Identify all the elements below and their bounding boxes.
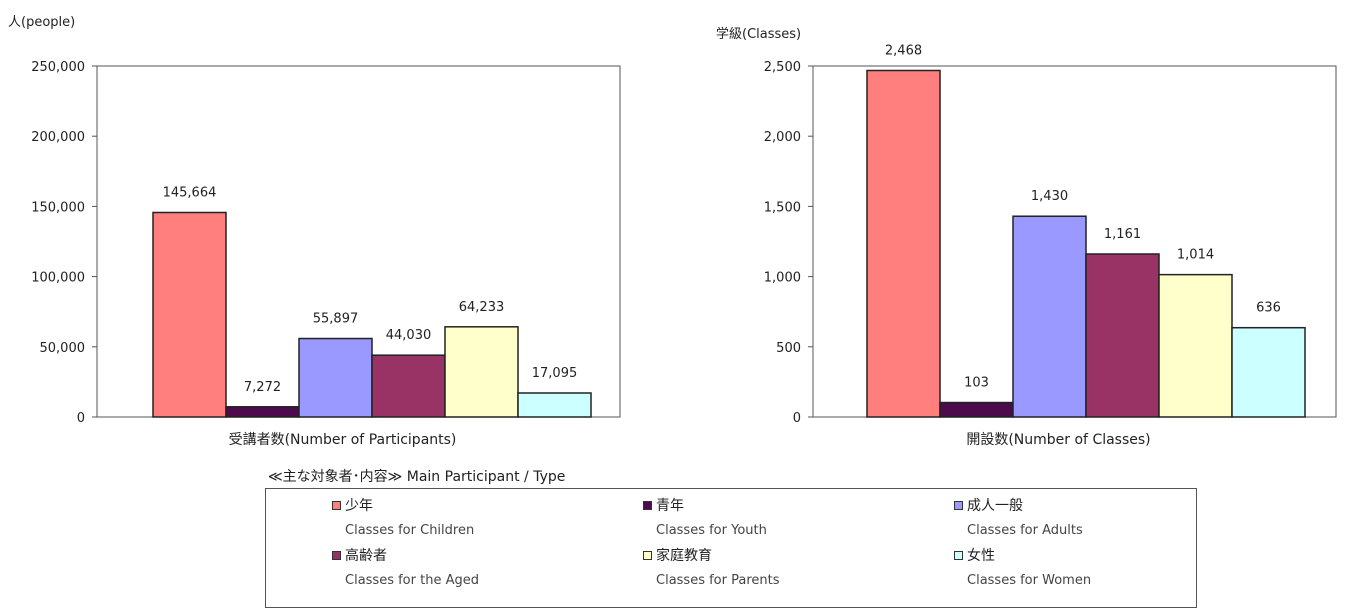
chart-figure: 0 50,000 100,000 150,000 200,000 250,000 人(peo… xyxy=(8,15,1337,608)
data-label: 636 xyxy=(1256,301,1281,316)
bar xyxy=(517,392,592,418)
legend-item: 少年 Classes for Children xyxy=(332,495,592,538)
data-label: 103 xyxy=(964,376,989,391)
bar xyxy=(298,337,373,418)
legend-label-en: Classes for Parents xyxy=(656,573,780,588)
y-tick-label: 50,000 xyxy=(40,341,86,356)
bar xyxy=(1158,273,1233,418)
legend-swatch xyxy=(332,500,341,510)
legend-swatch xyxy=(954,500,963,510)
legend-label-ja: 女性 xyxy=(967,548,995,564)
y-axis-label: 人(people) xyxy=(8,15,75,30)
legend-label-ja: 成人一般 xyxy=(967,498,1023,514)
y-tick-label: 1,000 xyxy=(764,271,801,286)
data-label: 17,095 xyxy=(532,366,578,381)
legend-item: 青年 Classes for Youth xyxy=(643,495,903,538)
legend-label-en: Classes for the Aged xyxy=(345,573,479,588)
y-tick-label: 2,000 xyxy=(764,130,801,145)
y-tick-label: 0 xyxy=(793,411,801,426)
data-label: 1,161 xyxy=(1104,227,1141,242)
y-tick-label: 250,000 xyxy=(31,60,85,75)
y-tick-label: 200,000 xyxy=(31,130,85,145)
bar xyxy=(866,69,941,418)
participants-chart: 0 50,000 100,000 150,000 200,000 250,000 人(peo… xyxy=(8,15,621,448)
classes-chart: 0 500 1,000 1,500 2,000 2,500 学級(Classes) 2,468… xyxy=(716,26,1337,448)
bar xyxy=(152,211,227,418)
y-tick-label: 1,500 xyxy=(764,200,801,215)
y-tick-label: 150,000 xyxy=(31,200,85,215)
legend: 少年 Classes for Children 青年 Classes for Yout… xyxy=(265,488,1197,608)
legend-title: ≪主な対象者･内容≫ Main Participant / Type xyxy=(268,469,566,485)
legend-label-ja: 青年 xyxy=(656,498,684,514)
legend-label-ja: 家庭教育 xyxy=(656,548,712,564)
legend-label-en: Classes for Adults xyxy=(967,523,1083,538)
legend-swatch xyxy=(332,550,341,560)
legend-swatch xyxy=(643,500,652,510)
y-tick-label: 100,000 xyxy=(31,271,85,286)
legend-label-ja: 少年 xyxy=(345,498,373,514)
data-label: 1,430 xyxy=(1031,189,1068,204)
legend-item: 家庭教育 Classes for Parents xyxy=(643,545,903,588)
bar xyxy=(444,326,519,418)
legend-swatch xyxy=(643,550,652,560)
bar xyxy=(371,354,446,418)
data-label: 2,468 xyxy=(885,43,922,58)
data-label: 7,272 xyxy=(244,380,281,395)
bar xyxy=(939,401,1014,418)
data-label: 44,030 xyxy=(386,328,432,343)
y-tick-label: 2,500 xyxy=(764,60,801,75)
data-label: 145,664 xyxy=(163,185,217,200)
bar xyxy=(225,406,300,418)
legend-label-en: Classes for Women xyxy=(967,573,1092,588)
legend-item: 女性 Classes for Women xyxy=(954,545,1214,588)
data-label: 55,897 xyxy=(313,312,359,327)
legend-label-en: Classes for Youth xyxy=(656,523,767,538)
data-label: 1,014 xyxy=(1177,248,1214,263)
bar xyxy=(1012,215,1087,418)
x-axis-label: 受講者数(Number of Participants) xyxy=(229,432,457,448)
legend-label-ja: 高齢者 xyxy=(345,548,387,564)
legend-label-en: Classes for Children xyxy=(345,523,475,538)
legend-item: 成人一般 Classes for Adults xyxy=(954,495,1214,538)
bar xyxy=(1231,326,1306,418)
x-axis-label: 開設数(Number of Classes) xyxy=(966,432,1150,448)
y-tick-label: 500 xyxy=(776,341,801,356)
bar xyxy=(1085,253,1160,418)
y-tick-label: 0 xyxy=(77,411,85,426)
data-label: 64,233 xyxy=(459,300,505,315)
legend-item: 高齢者 Classes for the Aged xyxy=(332,545,592,588)
y-axis-label: 学級(Classes) xyxy=(716,26,801,42)
legend-swatch xyxy=(954,550,963,560)
